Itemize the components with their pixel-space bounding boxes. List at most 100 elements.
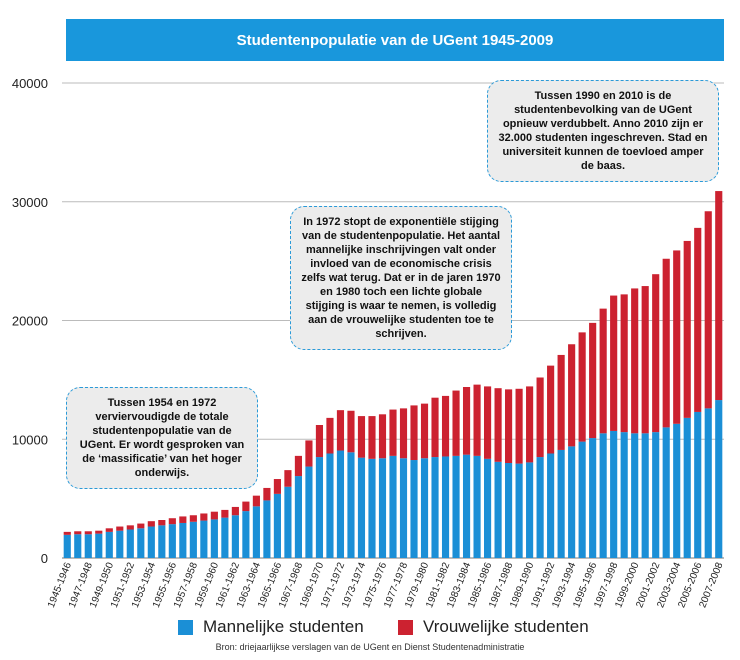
bar-male: [168, 524, 176, 558]
bar-male: [252, 506, 260, 558]
bar-male: [599, 433, 607, 558]
bar-male: [315, 457, 324, 558]
bar-male: [95, 533, 103, 558]
legend-female: Vrouwelijke studenten: [398, 617, 589, 637]
bar-male: [116, 530, 124, 558]
bar-male: [273, 493, 281, 558]
bar-male: [694, 411, 702, 558]
bar-female: [315, 425, 324, 458]
bar-female: [378, 414, 387, 459]
annotation-massificatie: Tussen 1954 en 1972 verviervoudigde de t…: [66, 387, 258, 489]
legend-male-label: Mannelijke studenten: [203, 617, 364, 636]
bar-female: [147, 521, 155, 527]
bar-female: [273, 479, 281, 494]
bar-female: [715, 191, 723, 401]
bar-female: [431, 397, 439, 458]
bar-female: [662, 258, 670, 428]
bar-male: [505, 463, 513, 558]
bar-male: [368, 458, 376, 558]
bar-female: [483, 386, 492, 459]
bar-male: [63, 534, 71, 558]
bar-male: [74, 534, 82, 558]
bar-female: [673, 250, 681, 424]
y-tick-label: 30000: [12, 195, 48, 210]
bar-female: [105, 528, 113, 532]
bar-male: [399, 458, 408, 558]
bar-male: [536, 457, 544, 558]
bar-female: [631, 288, 639, 434]
bar-female: [221, 509, 229, 518]
bar-female: [536, 377, 544, 458]
bar-male: [242, 511, 250, 558]
bar-female: [610, 295, 618, 431]
bar-male: [441, 456, 450, 558]
bar-male: [494, 461, 502, 558]
bar-male: [221, 517, 229, 558]
bar-female: [63, 531, 71, 535]
bar-female: [599, 308, 607, 434]
legend-male-swatch: [178, 619, 193, 635]
bar-female: [210, 511, 218, 520]
bar-female: [357, 416, 366, 458]
bar-male: [652, 432, 660, 558]
bar-male: [147, 526, 155, 558]
bar-male: [189, 521, 197, 558]
bar-female: [568, 344, 576, 447]
bar-female: [368, 416, 376, 459]
bar-male: [620, 432, 628, 558]
bar-female: [200, 513, 208, 521]
bar-female: [252, 495, 260, 507]
legend-female-label: Vrouwelijke studenten: [423, 617, 589, 636]
bar-male: [326, 453, 334, 558]
bar-female: [231, 506, 239, 516]
bar-male: [715, 400, 723, 558]
bar-male: [420, 458, 429, 558]
bar-male: [589, 438, 597, 558]
bar-female: [694, 227, 702, 412]
bar-male: [662, 427, 670, 558]
bar-male: [704, 408, 712, 558]
bar-male: [179, 522, 187, 558]
bar-female: [326, 417, 334, 454]
bar-male: [357, 457, 366, 558]
bar-female: [158, 520, 166, 526]
bar-female: [137, 523, 145, 529]
bar-male: [210, 519, 218, 558]
bar-male: [631, 433, 639, 558]
bar-male: [578, 441, 586, 558]
bar-female: [179, 516, 187, 523]
bar-female: [652, 274, 660, 433]
bar-male: [200, 520, 208, 558]
bar-female: [589, 322, 597, 439]
legend-female-swatch: [398, 619, 413, 635]
annotation-1972: In 1972 stopt de exponentiële stijging v…: [290, 206, 512, 350]
bar-female: [294, 455, 303, 477]
bar-female: [347, 410, 355, 453]
bar-male: [547, 453, 555, 558]
bar-male: [452, 455, 460, 558]
bar-female: [441, 395, 450, 457]
bar-female: [683, 240, 691, 418]
bar-female: [189, 515, 197, 522]
bar-male: [568, 446, 576, 558]
bar-female: [284, 470, 292, 487]
bar-female: [420, 403, 429, 459]
bar-male: [526, 462, 534, 558]
bar-male: [336, 450, 345, 558]
bar-male: [410, 460, 418, 558]
bar-male: [126, 529, 134, 558]
bar-female: [526, 386, 534, 463]
bar-female: [704, 211, 712, 409]
bar-male: [683, 417, 691, 558]
bar-male: [473, 455, 481, 558]
bar-female: [410, 405, 418, 461]
bar-male: [673, 423, 681, 558]
bar-female: [494, 388, 502, 462]
bar-male: [284, 486, 292, 558]
bar-male: [431, 457, 439, 558]
bar-female: [641, 286, 649, 434]
bar-male: [305, 466, 313, 558]
bar-female: [547, 365, 555, 454]
bar-male: [610, 430, 618, 558]
